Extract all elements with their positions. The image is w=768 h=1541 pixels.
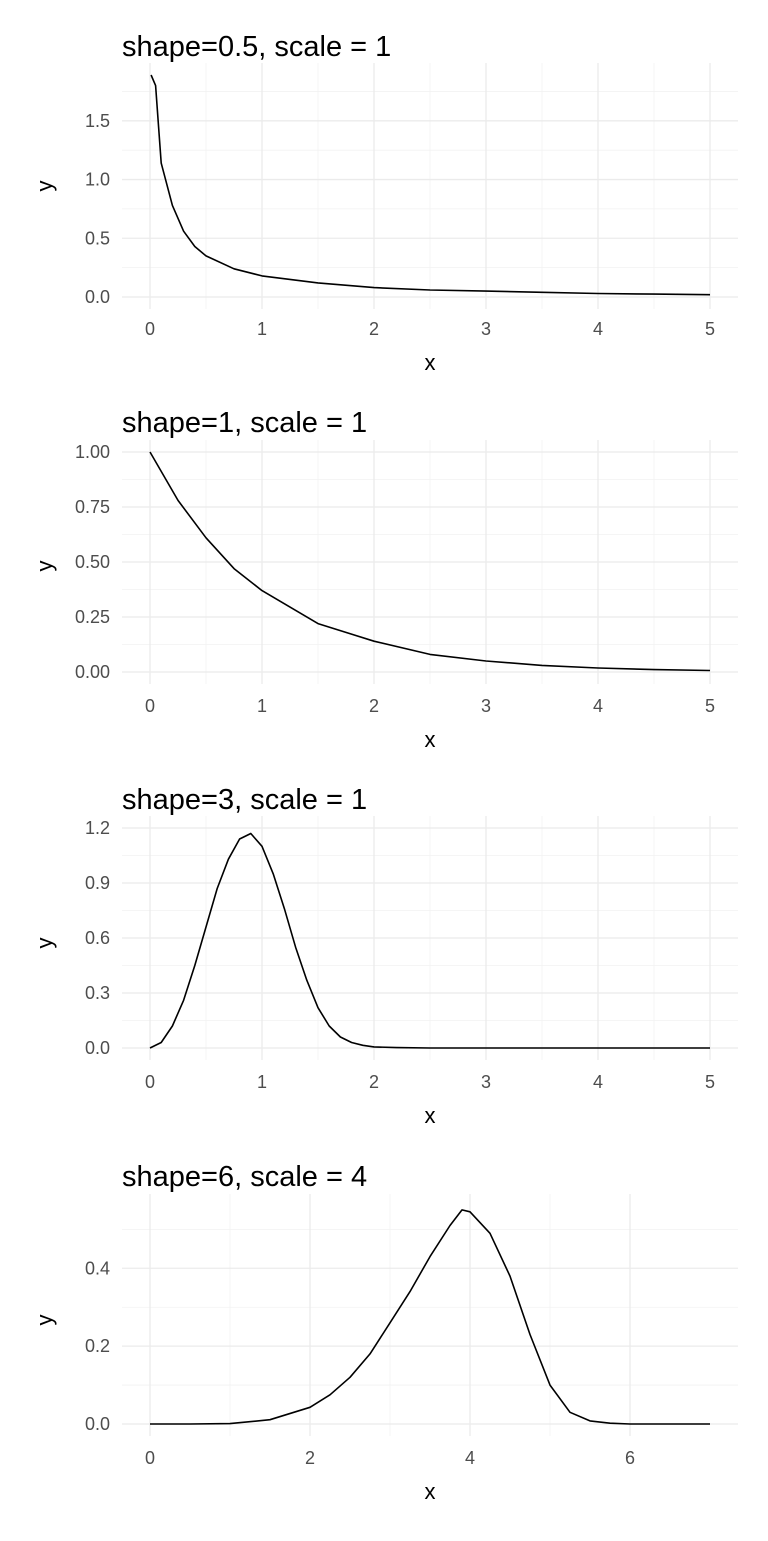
x-axis-label: x bbox=[425, 350, 436, 375]
x-axis-label: x bbox=[425, 727, 436, 752]
panel-title: shape=6, scale = 4 bbox=[122, 1161, 367, 1193]
y-tick-label: 1.0 bbox=[85, 170, 110, 190]
x-tick-label: 0 bbox=[145, 696, 155, 716]
x-tick-label: 2 bbox=[369, 696, 379, 716]
y-tick-label: 0.5 bbox=[85, 228, 110, 248]
y-axis-label: y bbox=[32, 181, 57, 192]
panel-4: 0 2 4 6 0.0 0.2 0.4 shape=6, scale = 4 x y bbox=[32, 1161, 738, 1504]
x-tick-label: 1 bbox=[257, 319, 267, 339]
y-tick-label: 0.75 bbox=[75, 497, 110, 517]
x-tick-label: 0 bbox=[145, 1072, 155, 1092]
density-curve bbox=[150, 74, 711, 296]
x-tick-label: 5 bbox=[705, 696, 715, 716]
y-tick-label: 1.00 bbox=[75, 442, 110, 462]
y-tick-label: 0.6 bbox=[85, 928, 110, 948]
y-tick-label: 0.4 bbox=[85, 1258, 110, 1278]
y-tick-label: 0.0 bbox=[85, 1414, 110, 1434]
x-tick-label: 5 bbox=[705, 319, 715, 339]
density-curve bbox=[149, 832, 710, 1049]
x-tick-label: 4 bbox=[593, 1072, 603, 1092]
y-axis-label: y bbox=[32, 561, 57, 572]
x-tick-label: 3 bbox=[481, 1072, 491, 1092]
y-tick-label: 0.25 bbox=[75, 607, 110, 627]
x-tick-label: 1 bbox=[257, 696, 267, 716]
y-tick-label: 0.0 bbox=[85, 1038, 110, 1058]
panel-title: shape=3, scale = 1 bbox=[122, 784, 367, 816]
density-curve bbox=[149, 451, 711, 672]
x-tick-label: 3 bbox=[481, 696, 491, 716]
density-curve bbox=[150, 1209, 710, 1425]
y-tick-label: 0.50 bbox=[75, 552, 110, 572]
y-tick-label: 0.2 bbox=[85, 1336, 110, 1356]
y-tick-label: 0.00 bbox=[75, 662, 110, 682]
panel-title: shape=1, scale = 1 bbox=[122, 407, 367, 439]
panel-title: shape=0.5, scale = 1 bbox=[122, 31, 391, 63]
panel-3: 0 1 2 3 4 5 0.0 0.3 0.6 0.9 1.2 shape=3, scale = 1 x… bbox=[32, 784, 738, 1128]
x-axis-label: x bbox=[425, 1103, 436, 1128]
x-tick-label: 0 bbox=[145, 319, 155, 339]
x-tick-label: 4 bbox=[593, 696, 603, 716]
x-tick-label: 5 bbox=[705, 1072, 715, 1092]
x-tick-label: 2 bbox=[305, 1448, 315, 1468]
panel-1: 0 1 2 3 4 5 0.0 0.5 1.0 1.5 shape=0.5, scale = 1 x y bbox=[32, 31, 738, 375]
x-axis-label: x bbox=[425, 1479, 436, 1504]
panel-2: 0 1 2 3 4 5 0.00 0.25 0.50 0.75 1.00 shape=1, scale… bbox=[32, 407, 738, 752]
y-tick-label: 0.0 bbox=[85, 287, 110, 307]
x-tick-label: 4 bbox=[465, 1448, 475, 1468]
y-tick-label: 1.5 bbox=[85, 111, 110, 131]
y-axis-label: y bbox=[32, 1315, 57, 1326]
x-tick-label: 3 bbox=[481, 319, 491, 339]
x-tick-label: 1 bbox=[257, 1072, 267, 1092]
y-tick-label: 1.2 bbox=[85, 818, 110, 838]
y-tick-label: 0.9 bbox=[85, 873, 110, 893]
x-tick-label: 4 bbox=[593, 319, 603, 339]
x-tick-label: 2 bbox=[369, 319, 379, 339]
y-axis-label: y bbox=[32, 938, 57, 949]
x-tick-label: 6 bbox=[625, 1448, 635, 1468]
x-tick-label: 2 bbox=[369, 1072, 379, 1092]
x-tick-label: 0 bbox=[145, 1448, 155, 1468]
y-tick-label: 0.3 bbox=[85, 983, 110, 1003]
